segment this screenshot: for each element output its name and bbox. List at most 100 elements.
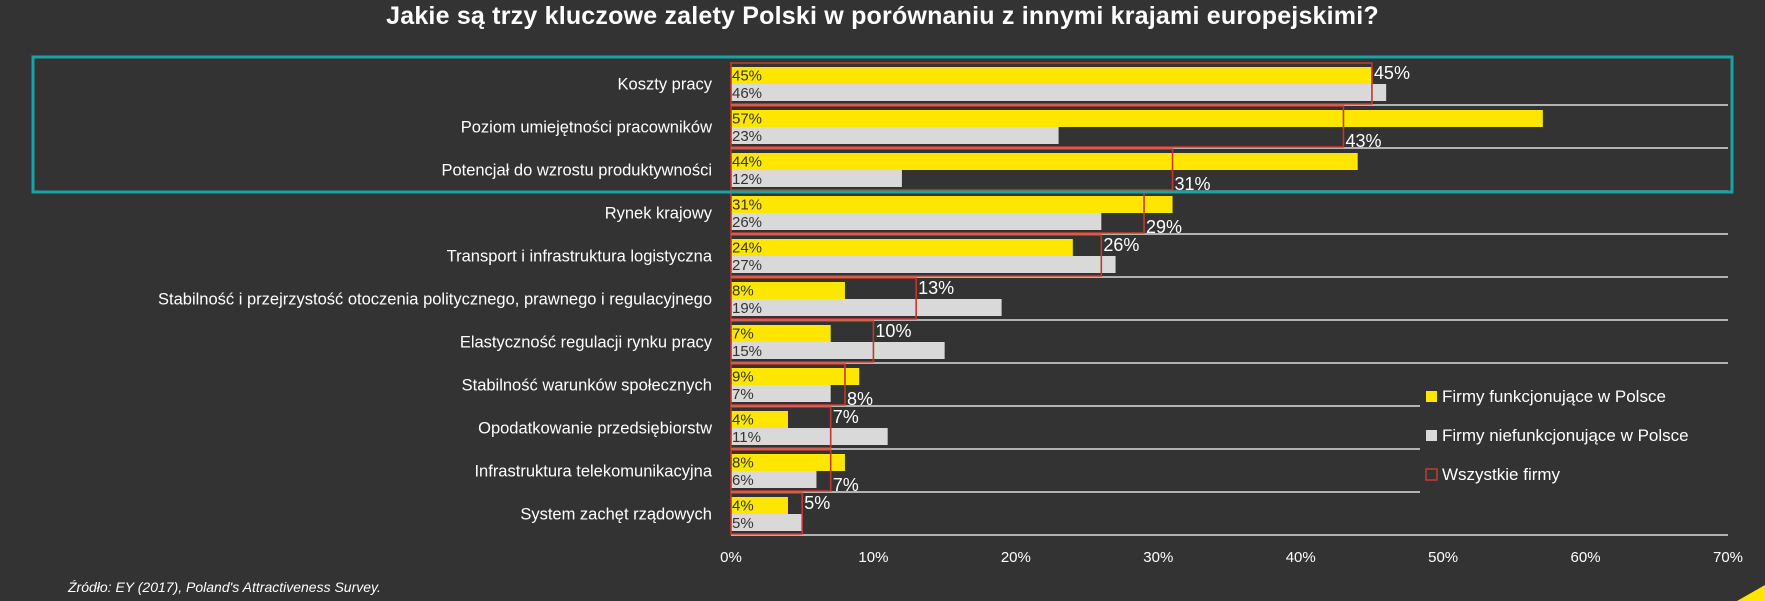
data-label-firmy-poza-polska: 15% [732,343,762,360]
category-label: Rynek krajowy [605,205,713,223]
bar-firmy-w-polsce [731,239,1073,256]
x-tick-label: 50% [1428,549,1458,566]
data-label-firmy-poza-polska: 11% [732,429,761,446]
bar-firmy-w-polsce [731,153,1358,170]
bar-firmy-poza-polska [731,299,1002,316]
data-label-firmy-w-polsce: 24% [732,240,762,257]
x-axis-ticks: 0% 10% 20% 30% 40% 50% 60% 70% [720,549,1743,566]
bar-wszystkie-firmy [730,492,804,535]
bar-firmy-poza-polska [731,170,902,187]
source-note: Źródło: EY (2017), Poland's Attractivene… [68,579,381,595]
bar-wszystkie-firmy [730,277,917,320]
data-label-wszystkie-firmy: 26% [1103,235,1139,255]
data-label-firmy-w-polsce: 8% [732,283,754,300]
bar-firmy-w-polsce [731,454,845,471]
x-tick-label: 40% [1286,549,1316,566]
category-label: Transport i infrastruktura logistyczna [447,248,713,266]
bar-wszystkie-firmy [730,363,846,406]
data-label-wszystkie-firmy: 13% [918,278,954,298]
data-label-firmy-poza-polska: 5% [732,515,754,532]
data-label-firmy-poza-polska: 19% [732,300,762,317]
data-label-firmy-poza-polska: 26% [732,214,762,231]
bar-wszystkie-firmy [730,320,875,363]
legend-item-firmy-w-polsce: Firmy funkcjonujące w Polsce [1426,387,1666,406]
bar-firmy-w-polsce [731,67,1372,84]
data-label-wszystkie-firmy: 7% [833,407,859,427]
data-label-firmy-w-polsce: 4% [732,498,754,515]
category-label: Koszty pracy [618,76,713,94]
highlight-frame [31,55,1734,194]
bar-wszystkie-firmy [730,105,1345,148]
data-label-wszystkie-firmy: 29% [1146,217,1182,237]
bar-firmy-poza-polska [731,256,1116,273]
legend-swatch [1426,430,1437,441]
bar-wszystkie-firmy [730,449,832,492]
bar-firmy-w-polsce [731,110,1543,127]
legend-background [1420,372,1765,498]
category-label: Stabilność warunków społecznych [462,377,712,395]
category-label: Elastyczność regulacji rynku pracy [460,334,713,352]
x-tick-label: 70% [1713,549,1743,566]
data-label-firmy-w-polsce: 4% [732,412,754,429]
bar-firmy-poza-polska [731,213,1102,230]
category-labels: Koszty pracy Poziom umiejętności pracowni… [158,76,713,524]
data-label-wszystkie-firmy: 10% [875,321,911,341]
category-label: Stabilność i przejrzystość otoczenia pol… [158,291,712,309]
bar-firmy-poza-polska [731,84,1387,101]
category-label: Poziom umiejętności pracowników [461,119,712,137]
data-label-firmy-poza-polska: 23% [732,128,762,145]
bar-wszystkie-firmy [730,62,1373,105]
legend-item-wszystkie-firmy: Wszystkie firmy [1425,465,1561,484]
legend-label: Firmy niefunkcjonujące w Polsce [1442,426,1689,445]
bar-firmy-w-polsce [731,411,788,428]
category-label: System zachęt rządowych [520,506,712,524]
bar-wszystkie-firmy [730,234,1103,277]
corner-accent [1737,585,1765,601]
data-label-firmy-poza-polska: 12% [732,171,762,188]
x-tick-label: 10% [858,549,888,566]
data-label-wszystkie-firmy: 7% [833,475,859,495]
data-label-firmy-poza-polska: 27% [732,257,762,274]
data-label-firmy-w-polsce: 7% [732,326,754,343]
bar-firmy-poza-polska [731,471,817,488]
legend-item-firmy-poza-polska: Firmy niefunkcjonujące w Polsce [1426,426,1689,445]
legend-label: Wszystkie firmy [1442,465,1561,484]
data-label-wszystkie-firmy: 43% [1345,131,1381,151]
bar-firmy-w-polsce [731,196,1173,213]
data-label-firmy-poza-polska: 6% [732,472,754,489]
data-label-firmy-poza-polska: 46% [732,85,762,102]
bar-firmy-poza-polska [731,514,803,531]
data-label-firmy-w-polsce: 8% [732,455,754,472]
bar-firmy-w-polsce [731,282,845,299]
x-tick-label: 20% [1001,549,1031,566]
data-label-firmy-w-polsce: 57% [732,111,762,128]
data-label-firmy-poza-polska: 7% [732,386,754,403]
data-label-wszystkie-firmy: 31% [1175,174,1211,194]
bar-firmy-w-polsce [731,325,831,342]
data-label-wszystkie-firmy: 8% [847,389,873,409]
bar-firmy-poza-polska [731,385,831,402]
category-label: Potencjał do wzrostu produktywności [441,162,712,180]
category-label: Opodatkowanie przedsiębiorstw [478,420,712,438]
legend: Firmy funkcjonujące w Polsce Firmy niefun… [1420,372,1765,498]
legend-label: Firmy funkcjonujące w Polsce [1442,387,1666,406]
bar-firmy-w-polsce [731,497,788,514]
bars: 45%46%45%57%23% 43%44%12% 31%31%26% 29%24%2… [730,62,1543,535]
bar-firmy-poza-polska [731,127,1059,144]
data-label-wszystkie-firmy: 45% [1374,63,1410,83]
chart-title: Jakie są trzy kluczowe zalety Polski w p… [386,2,1379,30]
legend-swatch [1425,468,1438,481]
legend-swatch [1426,391,1437,402]
bar-wszystkie-firmy [730,148,1174,191]
bar-firmy-poza-polska [731,428,888,445]
x-tick-label: 60% [1571,549,1601,566]
data-label-firmy-w-polsce: 31% [732,197,762,214]
x-tick-label: 30% [1143,549,1173,566]
data-label-firmy-w-polsce: 9% [732,369,754,386]
data-label-firmy-w-polsce: 44% [732,154,762,171]
data-label-wszystkie-firmy: 5% [804,493,830,513]
bar-firmy-poza-polska [731,342,945,359]
bar-wszystkie-firmy [730,406,832,449]
data-label-firmy-w-polsce: 45% [732,68,762,85]
